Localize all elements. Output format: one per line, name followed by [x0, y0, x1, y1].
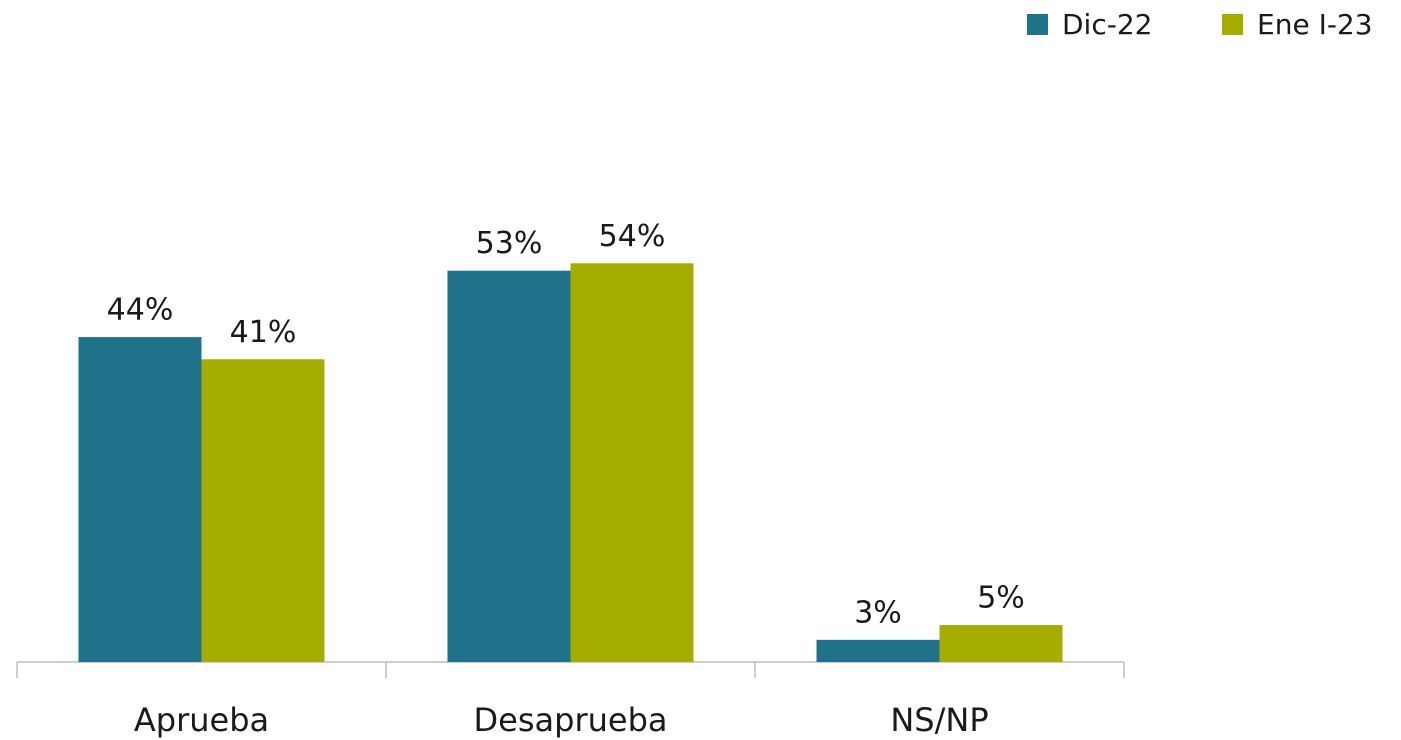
legend-label: Dic-22	[1062, 8, 1152, 41]
bar	[447, 270, 571, 662]
bar	[201, 359, 325, 662]
bar	[570, 263, 694, 662]
value-label: 5%	[977, 581, 1025, 616]
legend-label: Ene I-23	[1257, 8, 1373, 41]
bar	[816, 639, 940, 662]
legend-swatch	[1222, 14, 1243, 35]
x-axis	[16, 661, 1125, 678]
value-label: 41%	[230, 315, 297, 350]
value-label: 54%	[599, 219, 666, 254]
value-label: 3%	[854, 595, 902, 630]
legend-swatch	[1027, 14, 1048, 35]
x-tick-label: Desaprueba	[474, 701, 668, 739]
bar	[939, 625, 1063, 662]
x-tick-label: Aprueba	[134, 701, 269, 739]
x-tick-label: NS/NP	[890, 701, 988, 739]
value-label: 53%	[476, 226, 543, 261]
value-label: 44%	[107, 293, 174, 328]
bar	[78, 337, 202, 662]
